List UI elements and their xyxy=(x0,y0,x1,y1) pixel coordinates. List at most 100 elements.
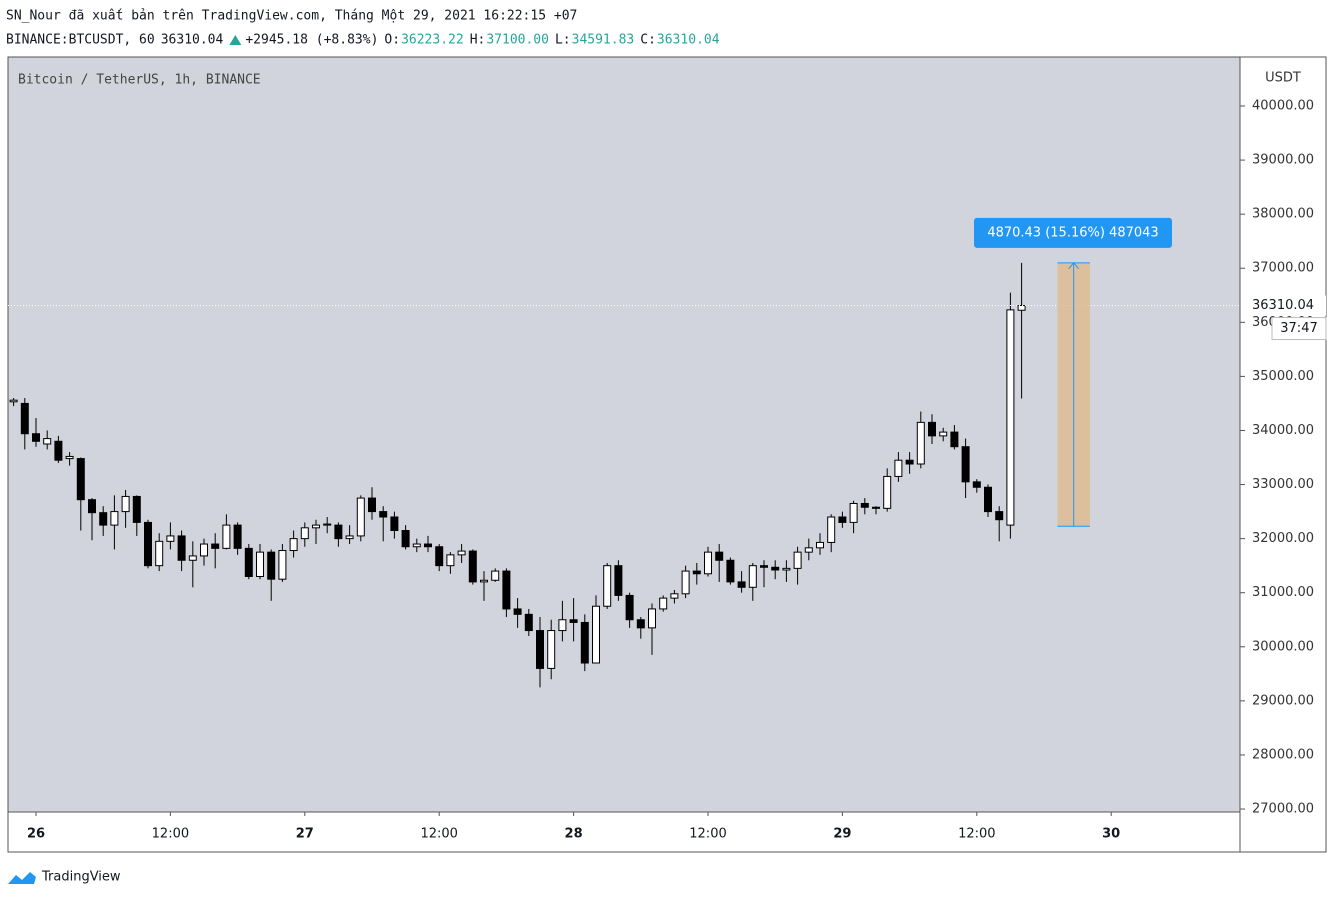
candle-body xyxy=(177,535,186,561)
candle-body xyxy=(110,511,119,526)
candle-body xyxy=(20,402,29,435)
candle-body xyxy=(323,523,332,526)
candle-body xyxy=(536,630,544,669)
y-tick-label: 31000.00 xyxy=(1252,585,1314,600)
candle-body xyxy=(200,543,208,557)
candle-body xyxy=(771,566,780,571)
x-tick-label: 12:00 xyxy=(420,827,457,842)
publisher: SN_Nour đã xuất bản trên TradingView.com… xyxy=(6,9,577,24)
ohlc-label: C: xyxy=(640,33,656,48)
candle-body xyxy=(827,516,836,543)
y-tick-label: 39000.00 xyxy=(1252,153,1314,168)
x-tick-label: 26 xyxy=(27,827,45,842)
candle-body xyxy=(939,431,948,437)
x-tick-label: 27 xyxy=(296,827,314,842)
y-tick-label: 34000.00 xyxy=(1252,423,1314,438)
candle-body xyxy=(88,499,96,514)
candle-body xyxy=(1006,309,1015,526)
candle-body xyxy=(524,613,533,632)
candle-body xyxy=(9,399,18,403)
x-tick-label: 12:00 xyxy=(689,827,726,842)
y-tick-label: 27000.00 xyxy=(1252,802,1314,817)
symbol: BINANCE:BTCUSDT, 60 xyxy=(6,33,155,48)
candle-body xyxy=(211,543,220,549)
y-tick-label: 32000.00 xyxy=(1252,531,1314,546)
candle-body xyxy=(244,547,253,577)
ohlc-value: 36223.22 xyxy=(401,33,464,48)
candle-body xyxy=(289,538,298,552)
ohlc-value: 36310.04 xyxy=(657,33,720,48)
candle-body xyxy=(558,619,567,632)
candle-body xyxy=(872,506,880,509)
candle-body xyxy=(468,550,477,583)
plot-area xyxy=(8,57,1240,812)
candle-body xyxy=(625,594,634,621)
candle-body xyxy=(401,530,410,548)
candle-body xyxy=(491,570,500,581)
candle-body xyxy=(704,551,712,575)
candle-body xyxy=(748,565,757,588)
candle-body xyxy=(950,431,959,448)
x-axis-panel xyxy=(7,811,1241,853)
candle-body xyxy=(972,481,981,488)
candle-body xyxy=(435,546,444,567)
candle-body xyxy=(603,565,612,607)
candle-body xyxy=(648,608,656,629)
candle-body xyxy=(334,524,343,540)
candle-body xyxy=(144,521,152,567)
candle-body xyxy=(121,495,130,513)
candle-body xyxy=(614,565,623,596)
candle-body xyxy=(502,570,511,610)
up-arrow xyxy=(229,35,242,45)
candle-body xyxy=(547,630,556,669)
candle-body xyxy=(457,550,466,556)
candle-body xyxy=(659,597,668,610)
candle-body xyxy=(760,565,768,568)
candle-body xyxy=(816,541,824,549)
x-tick-label: 12:00 xyxy=(958,827,995,842)
candle-body xyxy=(995,511,1004,521)
candle-body xyxy=(681,570,690,595)
candle-body xyxy=(256,551,264,577)
y-axis-label: USDT xyxy=(1265,71,1301,86)
candle-body xyxy=(860,502,869,508)
y-tick-label: 29000.00 xyxy=(1252,693,1314,708)
candle-body xyxy=(446,554,455,567)
ohlc-value: 37100.00 xyxy=(486,33,549,48)
candle-body xyxy=(222,524,231,549)
candle-body xyxy=(300,527,309,540)
candle-body xyxy=(793,551,802,569)
candle-body xyxy=(636,619,645,629)
y-tick-label: 37000.00 xyxy=(1252,261,1314,276)
candle-body xyxy=(726,559,735,583)
y-tick-label: 38000.00 xyxy=(1252,207,1314,222)
candle-body xyxy=(345,535,354,540)
candle-body xyxy=(883,475,892,509)
candle-body xyxy=(368,497,376,513)
logo-text: TradingView xyxy=(41,870,121,885)
candle-body xyxy=(692,570,701,575)
candle-body xyxy=(580,621,589,664)
candle-body xyxy=(804,547,813,553)
candle-body xyxy=(32,433,40,442)
candle-body xyxy=(267,551,276,580)
candle-body xyxy=(390,516,399,532)
candle-body xyxy=(849,502,858,523)
measure-label: 4870.43 (15.16%) 487043 xyxy=(987,225,1158,240)
candle-body xyxy=(1017,305,1026,311)
x-tick-label: 12:00 xyxy=(152,827,189,842)
candle-body xyxy=(356,497,365,537)
candle-body xyxy=(569,619,578,623)
candle-body xyxy=(592,605,600,664)
countdown: 37:47 xyxy=(1280,321,1317,336)
header-price: 36310.04 xyxy=(161,33,224,48)
candle-body xyxy=(312,524,320,529)
measure-label-box xyxy=(974,217,1172,248)
y-tick-label: 30000.00 xyxy=(1252,639,1314,654)
candle-body xyxy=(188,555,197,561)
ohlc-label: H: xyxy=(470,33,486,48)
candle-body xyxy=(480,579,488,583)
candle-body xyxy=(379,511,388,518)
candle-body xyxy=(715,551,724,561)
